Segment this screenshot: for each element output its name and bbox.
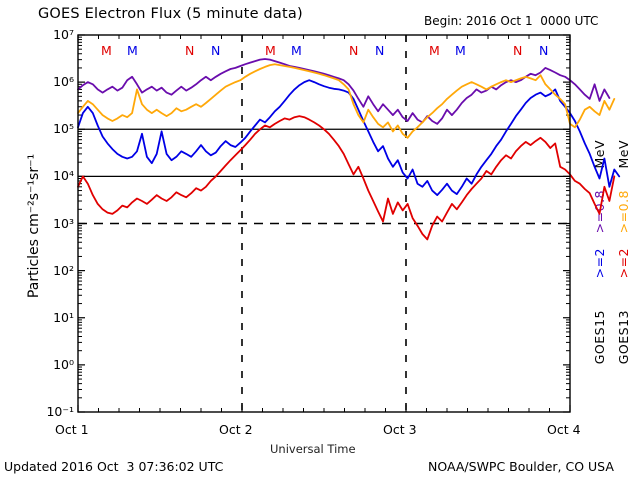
y-tick-label: 10⁻¹ [46,404,74,419]
series-line [77,63,616,139]
y-tick-label: 10⁶ [53,74,74,90]
y-tick-label: 10³ [53,215,74,231]
y-tick-label: 10² [53,262,74,278]
page-title: GOES Electron Flux (5 minute data) [38,6,303,22]
flare-marker: M [101,43,112,58]
flare-marker: M [127,43,138,58]
y-tick-label: 10⁵ [53,121,74,137]
x-tick-label: Oct 3 [383,422,417,437]
y-axis-tick-labels: 10⁷ 10⁶ 10⁵ 10⁴ 10³ 10² 10¹ 10⁰ 10⁻¹ [26,0,74,480]
flare-marker: N [539,43,549,58]
y-tick-label: 10⁴ [53,168,74,184]
flare-marker: M [265,43,276,58]
flare-marker: N [349,43,359,58]
flare-marker: N [513,43,523,58]
flare-marker: M [455,43,466,58]
x-tick-label: Oct 4 [547,422,581,437]
y-tick-label: 10¹ [53,309,74,325]
series-line [77,58,611,125]
flare-marker: N [375,43,385,58]
flare-marker: N [185,43,195,58]
series-line [77,115,616,241]
x-axis-title: Universal Time [270,442,356,456]
y-tick-label: 10⁷ [53,27,74,42]
updated-timestamp: Updated 2016 Oct 3 07:36:02 UTC [4,459,224,474]
x-tick-label: Oct 2 [219,422,253,437]
y-tick-label: 10⁰ [53,356,74,372]
flare-marker: N [211,43,221,58]
flare-marker: M [291,43,302,58]
series-line [77,79,621,197]
flare-marker: M [429,43,440,58]
begin-time-label: Begin: 2016 Oct 1 0000 UTC [424,14,599,28]
plot-frame [77,34,571,413]
credit-label: NOAA/SWPC Boulder, CO USA [428,459,614,474]
x-tick-label: Oct 1 [55,422,89,437]
